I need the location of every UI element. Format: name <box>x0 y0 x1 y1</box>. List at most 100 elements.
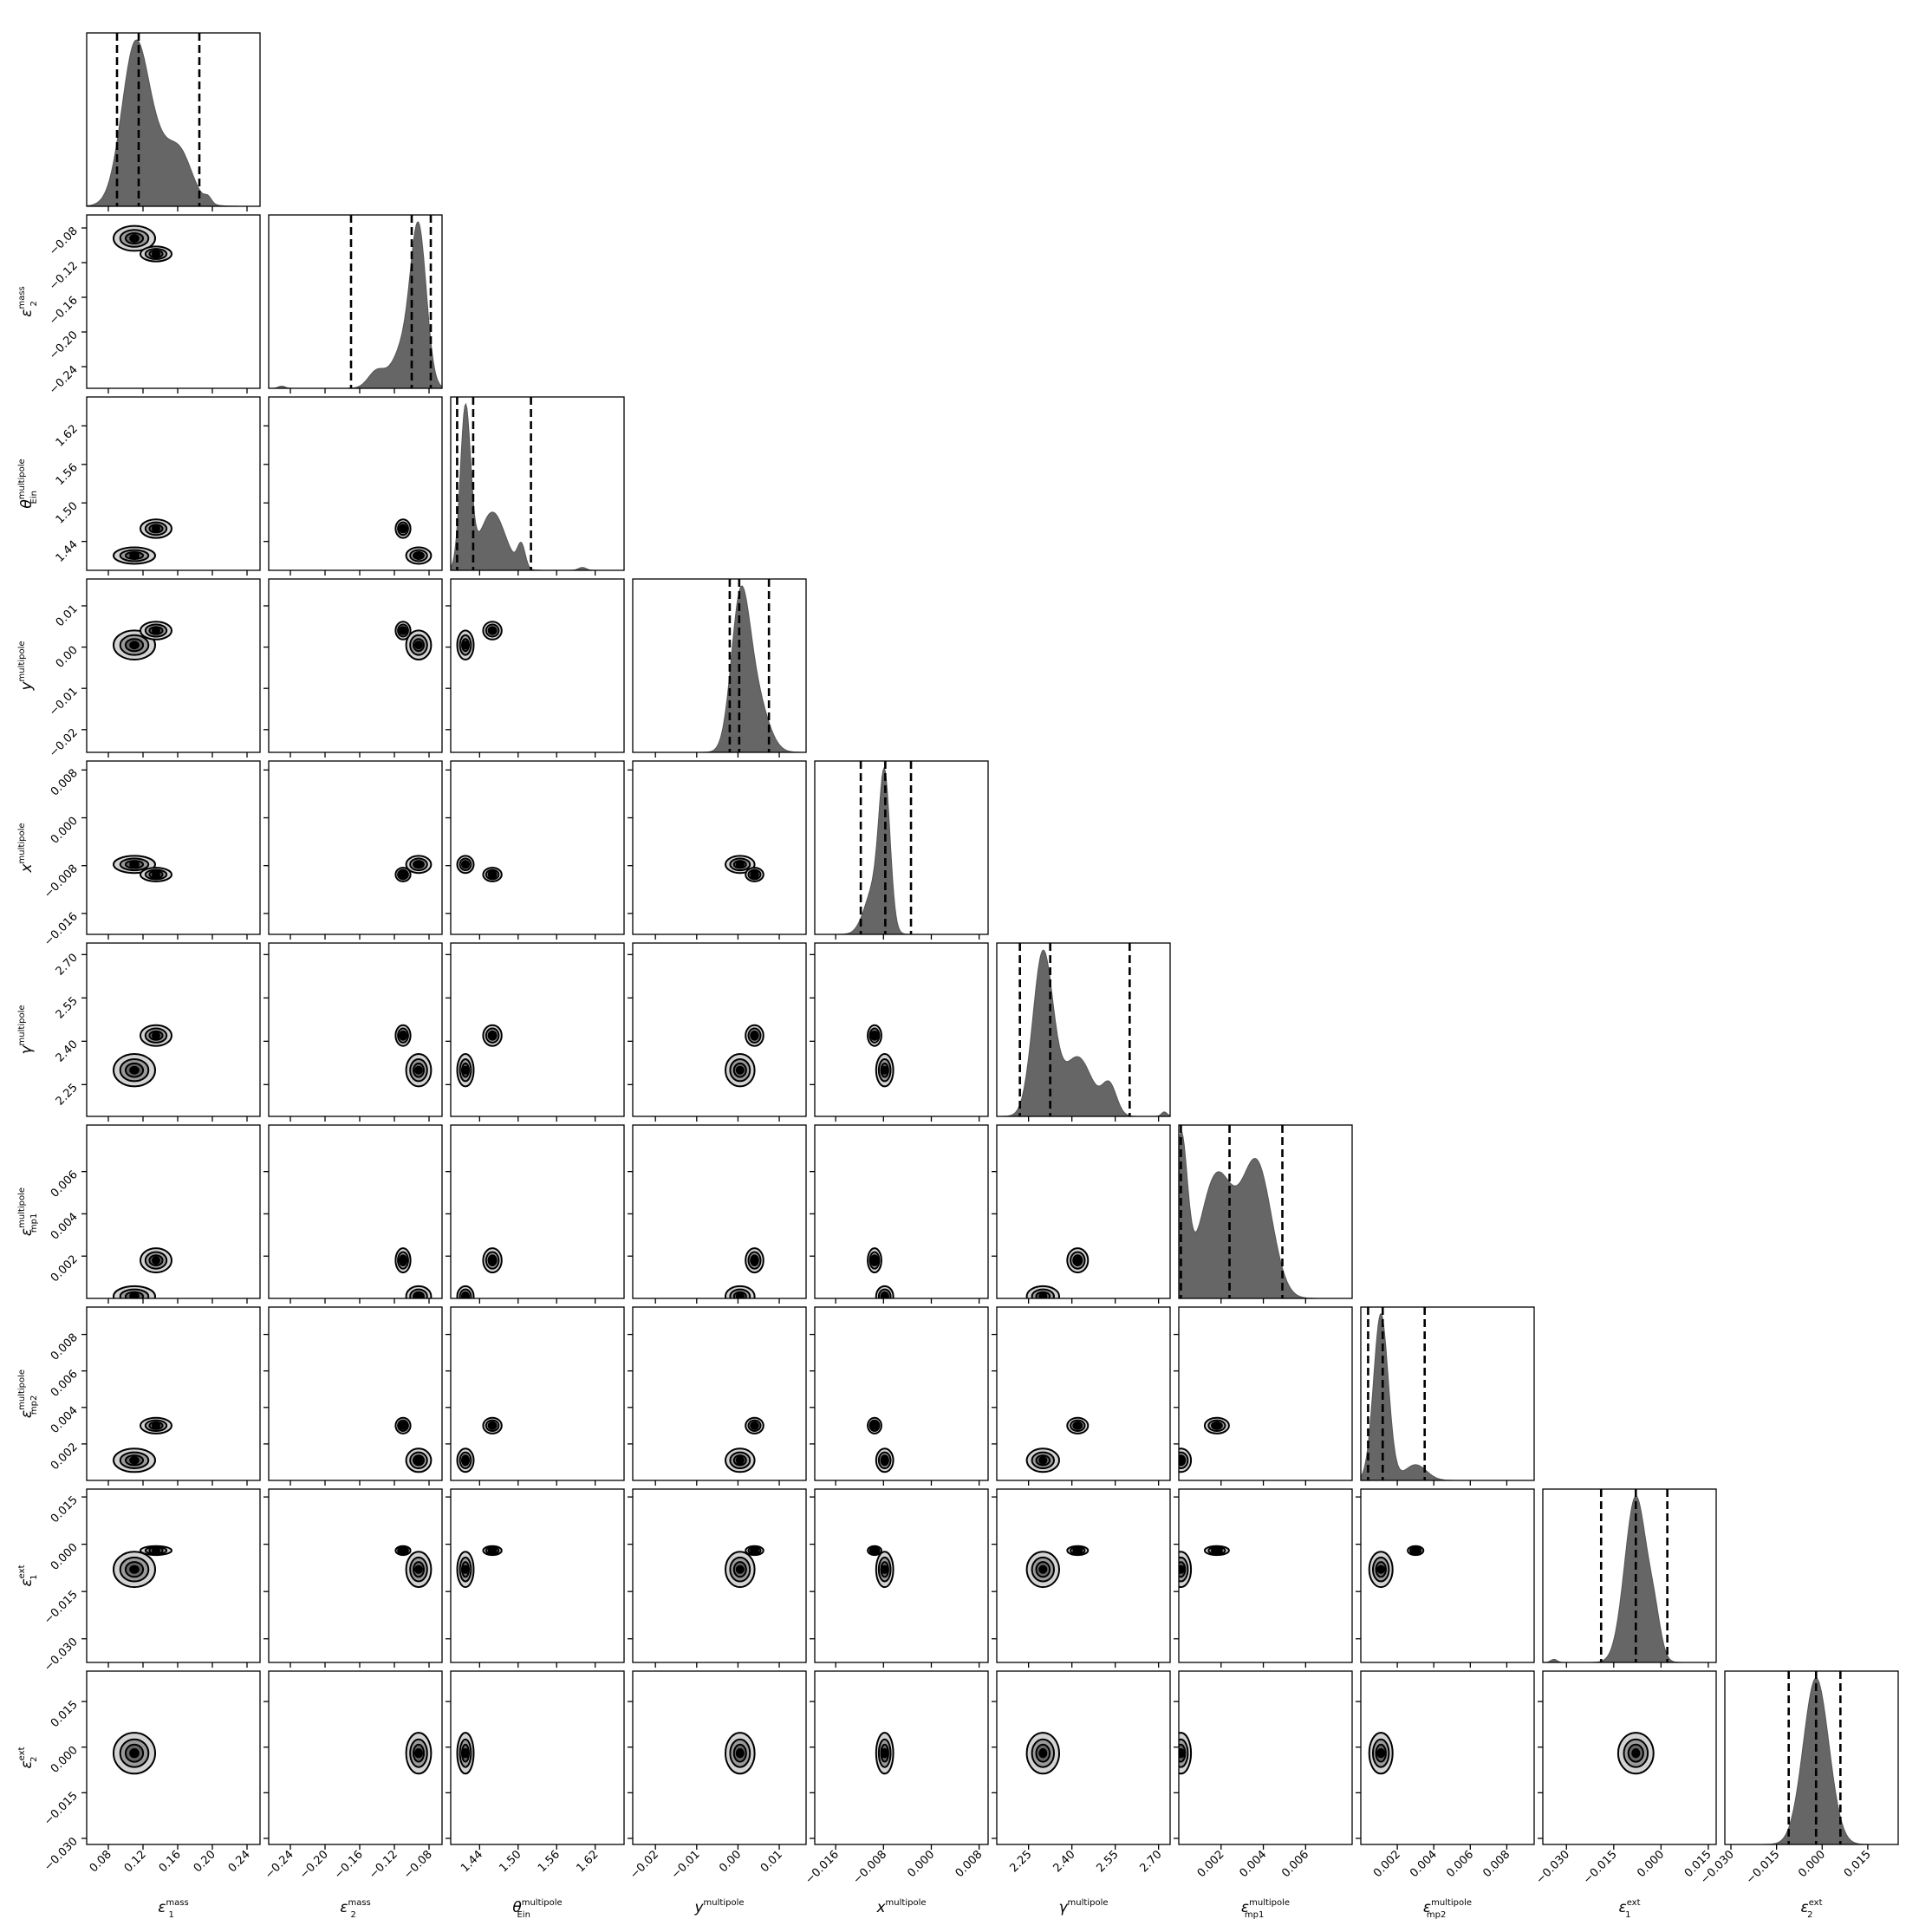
panel-y_mp-vs-e1_mass <box>113 621 172 661</box>
x-axis-label: θmultipole Ein <box>512 1898 562 1920</box>
y-tick-label: 1.50 <box>54 499 81 526</box>
contour-level-4 <box>399 524 407 533</box>
axes-frame <box>996 1306 1171 1481</box>
contours <box>456 621 503 661</box>
contour-level-4 <box>1073 1421 1083 1430</box>
axes-frame <box>1542 1670 1717 1845</box>
contour-level-4 <box>1376 1748 1386 1759</box>
panel-y_mp-vs-theta_ein <box>456 621 503 661</box>
x-axis-label: εmass 1 <box>158 1898 189 1920</box>
contour-level-4 <box>750 1256 759 1265</box>
panel-e2_ext-vs-e1_mass <box>113 1732 156 1775</box>
y-tick-label: 0.004 <box>49 1211 81 1243</box>
y-tick-label: 0.008 <box>49 767 81 799</box>
contour-level-4 <box>880 1065 889 1075</box>
axes-frame <box>450 942 625 1117</box>
panel-gamma_mp-vs-y_mp <box>725 1024 764 1088</box>
axes-frame <box>1178 1306 1353 1481</box>
panel-e2_ext-vs-y_mp <box>725 1732 756 1775</box>
panel-e2_ext-vs-theta_ein <box>456 1732 475 1775</box>
contours <box>1025 1732 1061 1775</box>
x-axis-label: εmultipole mp1 <box>1241 1898 1290 1920</box>
panel-e_mp1-vs-y_mp <box>725 1247 764 1298</box>
contours <box>456 1545 503 1589</box>
panel-e2_ext-vs-e2_mass <box>405 1732 433 1775</box>
contours <box>1025 1545 1090 1589</box>
contours <box>456 855 503 882</box>
hist-e2_mass <box>269 215 443 389</box>
axes-frame <box>268 1670 443 1845</box>
x-axis-label: γmultipole <box>1058 1898 1108 1916</box>
axes-frame <box>450 1124 625 1299</box>
axes-frame <box>86 32 261 207</box>
contour-level-4 <box>488 1545 498 1555</box>
contour-level-4 <box>129 1455 140 1465</box>
panel-e1_ext-vs-gamma_mp <box>1025 1545 1090 1589</box>
contour-level-4 <box>880 1748 889 1759</box>
hist-area <box>1543 1495 1716 1663</box>
panel-e_mp2-vs-x_mp <box>867 1416 894 1473</box>
panel-e_mp1-vs-gamma_mp <box>1025 1247 1090 1298</box>
hist-area <box>269 221 443 389</box>
panel-e2_ext-vs-e_mp2 <box>1368 1732 1394 1775</box>
contour-level-4 <box>1038 1564 1048 1574</box>
axes-frame <box>632 1124 807 1299</box>
x-tick-label: 0.002 <box>1371 1848 1403 1880</box>
x-tick-label: −0.02 <box>628 1848 661 1882</box>
axes-frame <box>632 1670 807 1845</box>
hist-area <box>633 585 806 753</box>
y-tick-label: 0.015 <box>49 1698 81 1730</box>
contours <box>1025 1416 1090 1473</box>
contours <box>113 1024 172 1088</box>
contours <box>725 1545 764 1589</box>
panel-theta_ein-vs-e1_mass <box>113 518 172 565</box>
y-tick-label: 0.008 <box>49 1331 81 1363</box>
x-tick-label: −0.16 <box>332 1848 366 1882</box>
contours <box>1025 1247 1090 1298</box>
x-tick-label: −0.12 <box>367 1848 400 1882</box>
contour-level-4 <box>735 1065 745 1075</box>
x-tick-label: 2.25 <box>1007 1848 1034 1875</box>
x-tick-label: 0.002 <box>1195 1848 1227 1880</box>
y-tick-label: −0.030 <box>42 1636 81 1675</box>
x-tick-label: 2.70 <box>1137 1848 1164 1875</box>
panel-x_mp-vs-theta_ein <box>456 855 503 882</box>
contour-level-4 <box>750 1031 759 1040</box>
contours <box>875 1732 894 1775</box>
contours <box>725 855 764 882</box>
x-tick-label: −0.01 <box>669 1848 703 1882</box>
contour-level-4 <box>152 1545 160 1555</box>
hist-e_mp2 <box>1360 1307 1534 1481</box>
y-tick-label: −0.01 <box>47 685 81 719</box>
hist-e2_ext <box>1725 1671 1898 1845</box>
panel-e_mp2-vs-e2_mass <box>394 1416 433 1473</box>
contour-level-4 <box>461 1455 470 1465</box>
y-tick-label: 0.000 <box>49 815 81 847</box>
contour-level-4 <box>880 1291 889 1298</box>
panel-e_mp2-vs-theta_ein <box>456 1416 503 1473</box>
contour-level-4 <box>152 626 160 635</box>
contours <box>867 1416 894 1473</box>
hist-e_mp1 <box>1178 1125 1352 1299</box>
contours <box>725 1024 764 1088</box>
contour-level-4 <box>488 1421 498 1430</box>
x-tick-label: 2.55 <box>1094 1848 1121 1875</box>
contour-level-4 <box>750 1421 759 1430</box>
axes-frame <box>632 760 807 935</box>
contour-level-4 <box>461 641 470 650</box>
axes-frame <box>86 1124 261 1299</box>
contour-level-4 <box>461 1564 470 1574</box>
contour-level-4 <box>399 626 407 635</box>
y-axis-label: εext 2 <box>17 1747 39 1768</box>
x-tick-label: −0.008 <box>851 1848 890 1887</box>
x-tick-label: 0.000 <box>905 1848 937 1880</box>
axes-frame <box>996 1124 1171 1299</box>
hist-area <box>1178 1131 1352 1299</box>
hist-theta_ein <box>450 397 624 571</box>
axes-frame <box>268 1488 443 1663</box>
hist-area <box>1360 1313 1534 1481</box>
axes-frame <box>268 214 443 389</box>
contours <box>394 621 433 661</box>
contour-level-4 <box>152 1421 160 1430</box>
contours <box>113 1416 172 1473</box>
